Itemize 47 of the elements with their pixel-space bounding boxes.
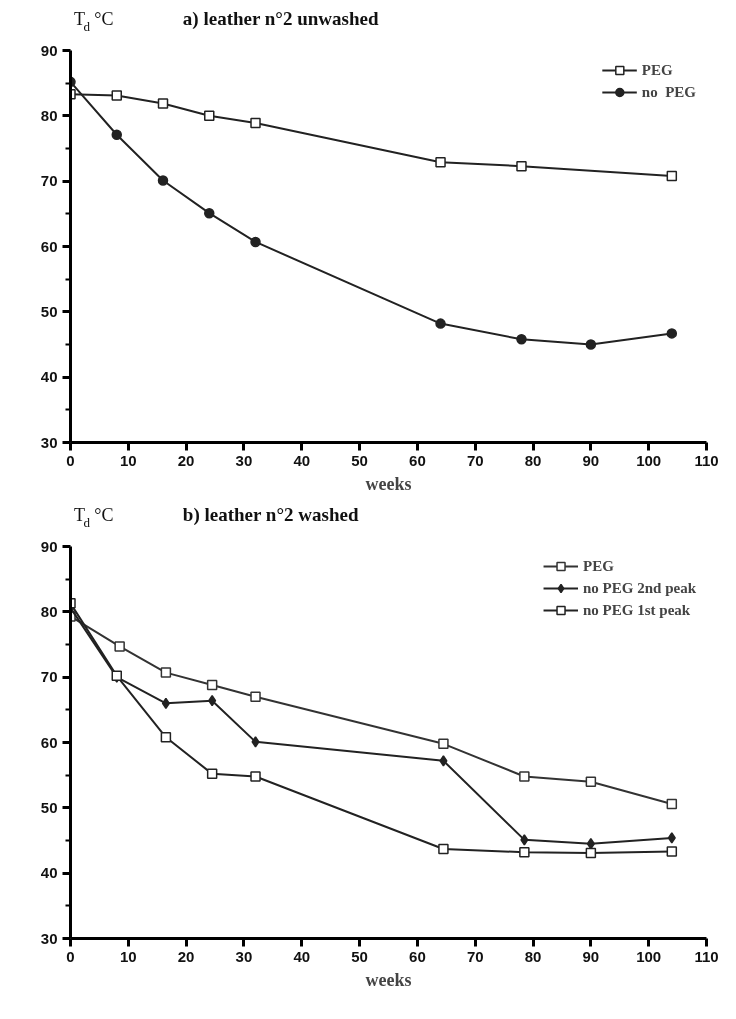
y-tick-label: 40 xyxy=(40,368,58,386)
y-tick-label: 50 xyxy=(40,302,58,320)
x-tick-label: 110 xyxy=(694,947,719,965)
x-tick-label: 60 xyxy=(409,451,426,469)
legend-label: PEG xyxy=(641,61,673,79)
x-tick-label: 50 xyxy=(351,451,368,469)
y-tick-label: 80 xyxy=(40,602,58,620)
legend-label: PEG xyxy=(583,557,614,575)
x-tick-label: 40 xyxy=(293,947,311,965)
x-tick-label: 90 xyxy=(582,947,600,965)
x-axis-title: weeks xyxy=(365,969,412,990)
x-axis-title: weeks xyxy=(365,473,412,494)
x-tick-label: 10 xyxy=(119,451,137,469)
x-tick-label: 70 xyxy=(466,947,484,965)
x-tick-label: 100 xyxy=(636,451,662,469)
x-tick-label: 20 xyxy=(177,947,195,965)
x-tick-label: 110 xyxy=(694,451,719,469)
legend-label: no PEG 2nd peak xyxy=(583,579,696,597)
y-tick-label: 70 xyxy=(40,668,58,686)
x-tick-label: 50 xyxy=(351,947,368,965)
y-tick-label: 40 xyxy=(40,864,58,882)
x-tick-label: 30 xyxy=(235,947,253,965)
chart-title: a) leather n°2 unwashed xyxy=(182,7,379,30)
x-tick-label: 90 xyxy=(582,451,600,469)
x-tick-label: 0 xyxy=(66,947,75,965)
y-tick-label: 80 xyxy=(40,106,58,124)
x-tick-label: 80 xyxy=(524,451,542,469)
legend-label: no PEG 1st peak xyxy=(583,601,691,619)
y-tick-label: 30 xyxy=(40,433,58,451)
y-tick-label: 90 xyxy=(40,537,58,555)
y-tick-label: 90 xyxy=(40,41,58,59)
x-tick-label: 80 xyxy=(524,947,542,965)
y-tick-label: 60 xyxy=(40,237,58,255)
y-tick-label: 50 xyxy=(40,798,58,816)
y-tick-label: 30 xyxy=(40,929,58,947)
x-tick-label: 10 xyxy=(119,947,137,965)
y-tick-label: 60 xyxy=(40,733,58,751)
x-tick-label: 20 xyxy=(177,451,195,469)
x-tick-label: 60 xyxy=(409,947,426,965)
x-tick-label: 40 xyxy=(293,451,311,469)
x-tick-label: 70 xyxy=(466,451,484,469)
legend-label: no PEG xyxy=(641,83,696,101)
chart-title: b) leather n°2 washed xyxy=(182,503,359,526)
x-tick-label: 100 xyxy=(636,947,662,965)
x-tick-label: 30 xyxy=(235,451,253,469)
x-tick-label: 0 xyxy=(66,451,75,469)
y-tick-label: 70 xyxy=(40,172,58,190)
